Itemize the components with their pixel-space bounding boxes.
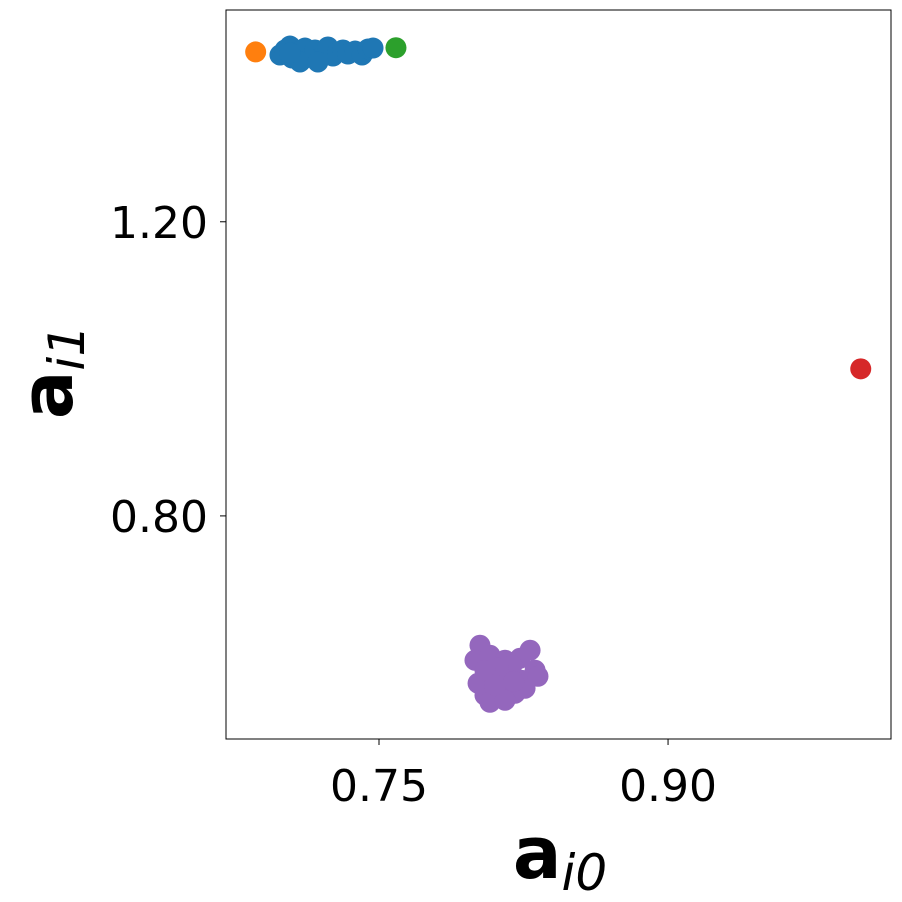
y-axis-label: ai1 [5,325,96,419]
points-layer [245,35,872,713]
ticks-layer: 0.75 0.90 1.20 0.80 [110,198,717,812]
scatter-point [484,674,506,696]
scatter-point [385,37,407,59]
plot-frame [225,9,892,740]
y-tick-label: 0.80 [110,492,208,543]
scatter-point [279,42,301,64]
scatter-point [245,41,267,63]
scatter-point [307,51,329,73]
x-tick-label: 0.90 [619,761,717,812]
scatter-point [494,689,516,711]
scatter-point [503,670,525,692]
scatter-point [850,358,872,380]
x-tick-label: 0.75 [330,761,428,812]
y-tick-label: 1.20 [110,198,208,249]
x-axis-label: ai0 [513,811,607,902]
scatter-point [362,37,384,59]
